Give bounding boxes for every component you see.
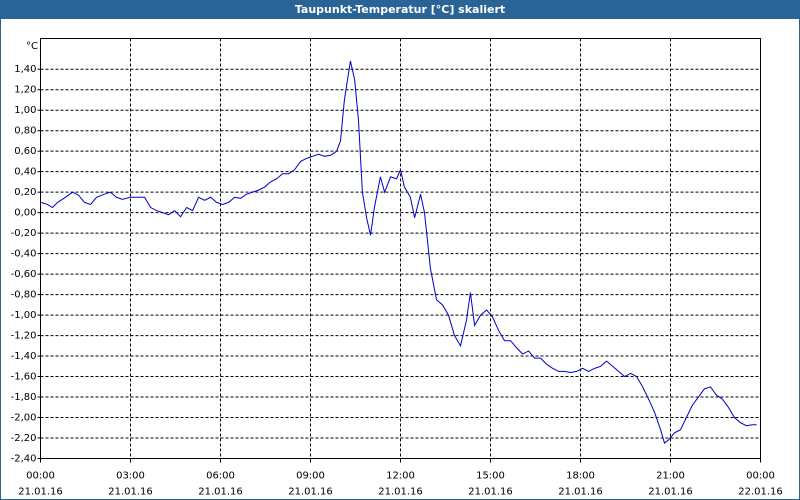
x-tick-date: 21.01.16 [558,487,603,498]
x-tick-label: 12:00 [386,471,415,482]
y-tick-label: 0,40 [14,167,36,178]
y-tick-label: 0,80 [14,126,36,137]
y-tick-label: -0,20 [11,228,37,239]
x-tick-label: 00:00 [746,471,775,482]
y-tick-label: -1,60 [11,372,37,383]
x-tick-date: 21.01.16 [198,487,243,498]
x-tick-label: 03:00 [116,471,145,482]
x-tick-date: 21.01.16 [468,487,513,498]
x-tick-date: 21.01.16 [288,487,333,498]
y-tick-label: -2,00 [11,413,37,424]
x-tick-label: 09:00 [296,471,325,482]
x-tick-label: 00:00 [26,471,55,482]
y-tick-label: -0,60 [11,269,37,280]
x-tick-label: 06:00 [206,471,235,482]
chart-title: Taupunkt-Temperatur [°C] skaliert [295,3,505,16]
x-tick-date: 21.01.16 [18,487,63,498]
x-tick-date: 21.01.16 [108,487,153,498]
data-line [40,60,757,444]
y-tick-label: 0,00 [14,208,36,219]
x-tick-date: 21.01.16 [648,487,693,498]
y-tick-label: -0,40 [11,249,37,260]
x-tick-label: 15:00 [476,471,505,482]
y-tick-label: -0,80 [11,290,37,301]
x-tick-label: 21:00 [656,471,685,482]
y-tick-label: -1,20 [11,331,37,342]
x-tick-date: 21.01.16 [378,487,423,498]
y-tick-label: 1,20 [14,85,36,96]
x-tick-date: 22.01.16 [738,487,783,498]
title-bar [0,0,800,19]
y-tick-label: 1,40 [14,64,36,75]
y-tick-label: 1,00 [14,105,36,116]
y-tick-label: -1,80 [11,392,37,403]
y-tick-label: -2,40 [11,454,37,465]
y-tick-label: -1,00 [11,310,37,321]
x-tick-label: 18:00 [566,471,595,482]
y-tick-label: 0,20 [14,187,36,198]
y-tick-label: -1,40 [11,351,37,362]
y-axis-label: °C [26,41,38,52]
y-tick-label: -2,20 [11,433,37,444]
y-tick-label: 0,60 [14,146,36,157]
plot-border [40,38,761,459]
